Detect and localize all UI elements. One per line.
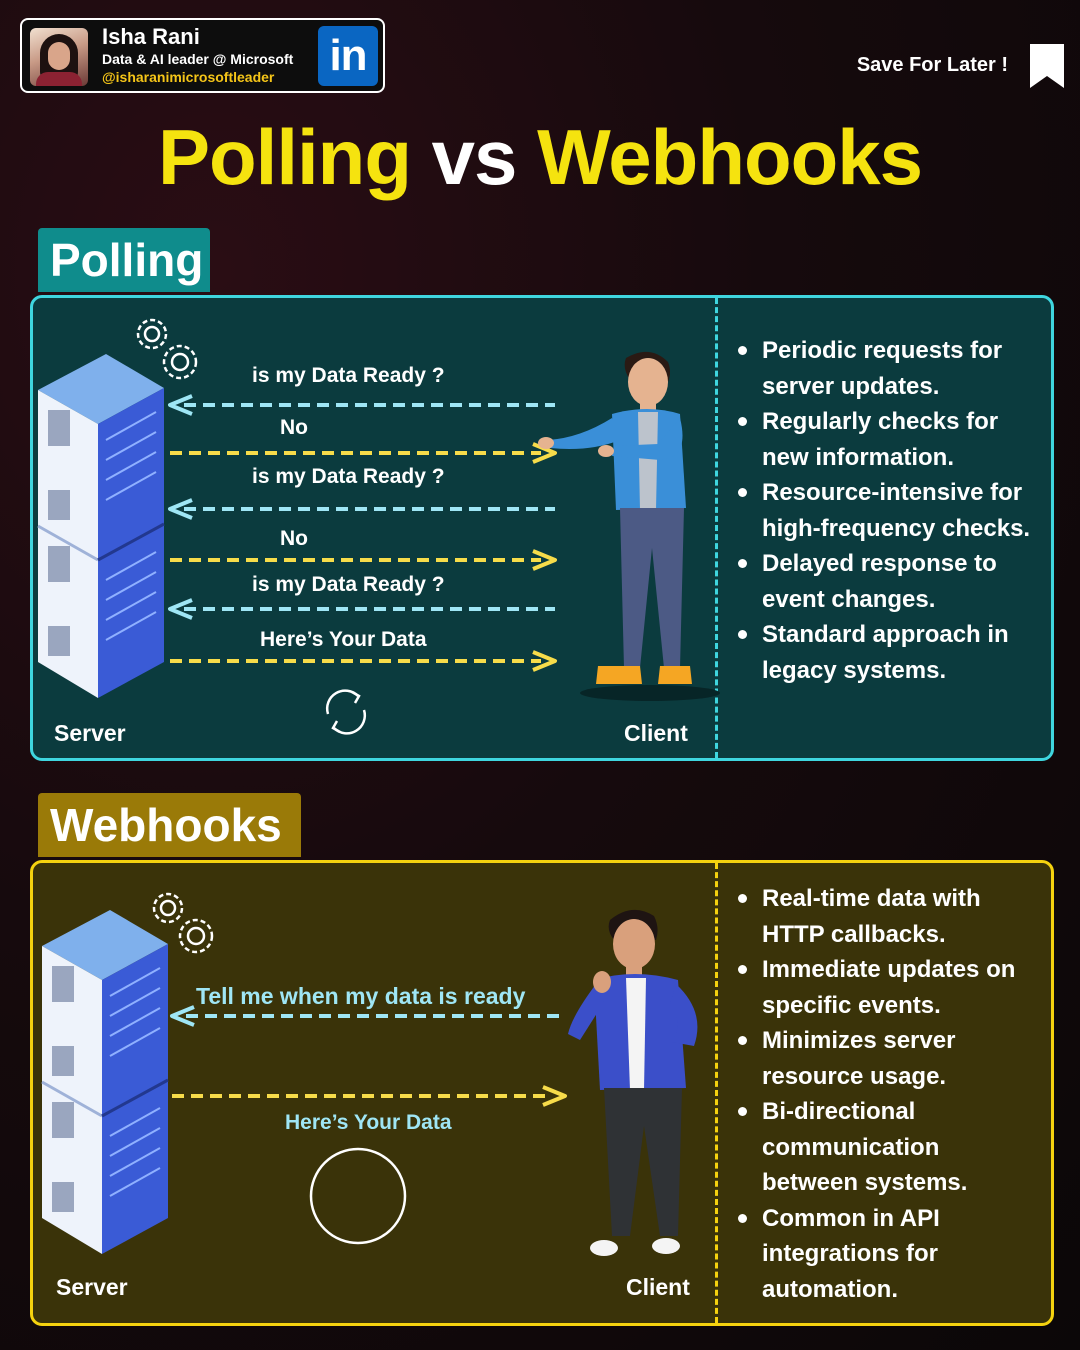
webhooks-bullet: Bi-directional communication between sys… xyxy=(736,1094,1041,1201)
polling-arrow-response xyxy=(170,549,557,571)
polling-divider xyxy=(715,298,718,758)
webhooks-message-1: Tell me when my data is ready xyxy=(196,983,526,1009)
title-polling: Polling xyxy=(157,113,412,201)
webhooks-bullet: Real-time data with HTTP callbacks. xyxy=(736,881,1041,952)
polling-message-6: Here’s Your Data xyxy=(260,628,427,651)
profile-card: Isha Rani Data & AI leader @ Microsoft @… xyxy=(20,18,385,93)
polling-bullet: Periodic requests for server updates. xyxy=(736,333,1036,404)
polling-message-4: No xyxy=(280,527,308,550)
polling-bullet-list: Periodic requests for server updates. Re… xyxy=(736,333,1036,688)
gears-icon xyxy=(152,892,214,954)
profile-handle: @isharanimicrosoftleader xyxy=(102,69,275,85)
polling-bullet: Resource-intensive for high-frequency ch… xyxy=(736,475,1036,546)
polling-bullet: Standard approach in legacy systems. xyxy=(736,617,1036,688)
polling-bullet: Delayed response to event changes. xyxy=(736,546,1036,617)
webhooks-bullet-list: Real-time data with HTTP callbacks. Imme… xyxy=(736,881,1041,1307)
server-rack-illustration xyxy=(37,354,165,698)
title-webhooks: Webhooks xyxy=(537,113,923,201)
polling-server-label: Server xyxy=(54,720,126,746)
loading-circle-icon xyxy=(309,1147,407,1245)
webhooks-arrow-response xyxy=(172,1085,567,1107)
polling-panel xyxy=(30,295,1054,761)
gears-icon xyxy=(136,318,198,380)
polling-tab: Polling xyxy=(38,228,210,292)
polling-arrow-request xyxy=(168,598,555,620)
page-title: Polling vs Webhooks xyxy=(0,112,1080,203)
polling-message-5: is my Data Ready ? xyxy=(252,573,445,596)
profile-role: Data & AI leader @ Microsoft xyxy=(102,51,294,67)
webhooks-tab: Webhooks xyxy=(38,793,301,857)
client-person-illustration xyxy=(568,909,698,1256)
avatar xyxy=(30,28,88,86)
polling-message-3: is my Data Ready ? xyxy=(252,465,445,488)
webhooks-bullet: Immediate updates on specific events. xyxy=(736,952,1041,1023)
webhooks-arrow-request xyxy=(170,1005,565,1027)
polling-message-1: is my Data Ready ? xyxy=(252,364,445,387)
webhooks-bullet: Common in API integrations for automatio… xyxy=(736,1201,1041,1308)
webhooks-divider xyxy=(715,863,718,1323)
polling-arrow-response xyxy=(170,650,557,672)
webhooks-message-2: Here’s Your Data xyxy=(285,1111,452,1134)
webhooks-server-label: Server xyxy=(56,1274,128,1300)
save-for-later-text: Save For Later ! xyxy=(856,54,1008,76)
refresh-cycle-icon xyxy=(325,689,367,735)
polling-arrow-request xyxy=(168,394,555,416)
server-rack-illustration xyxy=(41,910,169,1254)
profile-name: Isha Rani xyxy=(102,24,200,49)
polling-client-label: Client xyxy=(624,720,688,746)
webhooks-bullet: Minimizes server resource usage. xyxy=(736,1023,1041,1094)
bookmark-icon[interactable] xyxy=(1030,44,1064,88)
polling-arrow-request xyxy=(168,498,555,520)
polling-message-2: No xyxy=(280,416,308,439)
webhooks-client-label: Client xyxy=(626,1274,690,1300)
linkedin-logo[interactable]: in xyxy=(318,26,378,86)
client-person-illustration xyxy=(538,351,720,701)
polling-bullet: Regularly checks for new information. xyxy=(736,404,1036,475)
title-vs: vs xyxy=(431,113,518,201)
webhooks-panel xyxy=(30,860,1054,1326)
